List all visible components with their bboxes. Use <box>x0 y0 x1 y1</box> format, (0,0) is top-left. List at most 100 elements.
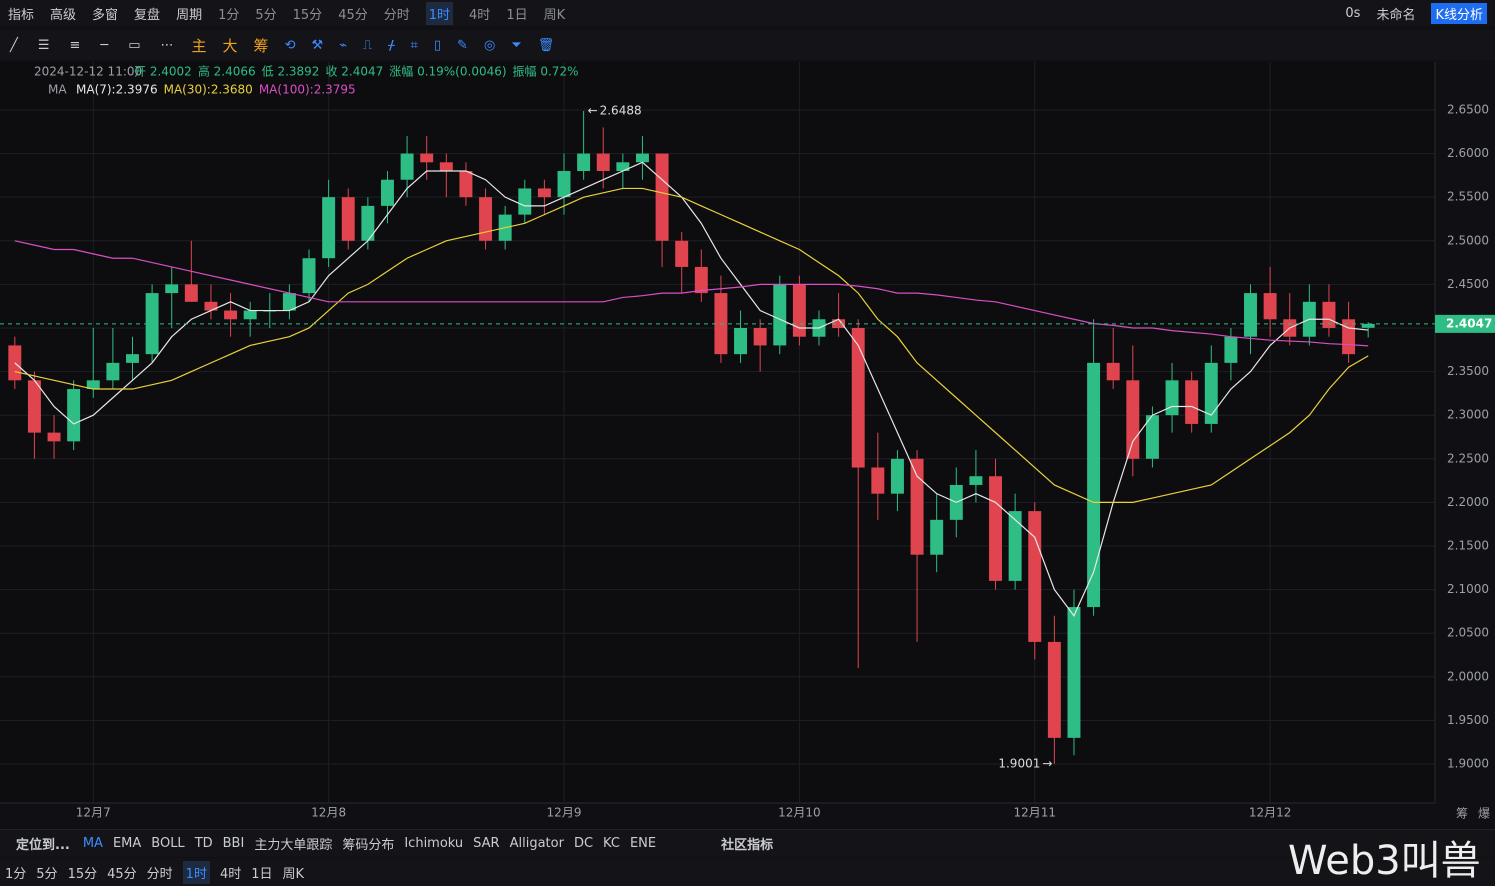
community-indicators[interactable]: 社区指标 <box>721 838 774 853</box>
y-tick-label: 2.5000 <box>1447 233 1489 247</box>
candle-body <box>537 188 551 198</box>
y-tick-label: 2.3000 <box>1447 408 1489 422</box>
tool-icon[interactable]: ▭ <box>128 37 141 53</box>
locate[interactable]: 定位到... <box>16 838 70 853</box>
interval[interactable]: 45分 <box>338 7 368 23</box>
candle-body <box>1165 380 1179 416</box>
candle-body <box>871 467 885 494</box>
tool-icon[interactable]: ⌗ <box>410 37 418 53</box>
indicator[interactable]: BBI <box>222 836 245 851</box>
x-tick-label: 12月9 <box>547 806 582 820</box>
interval[interactable]: 1时 <box>182 860 210 884</box>
top-right-item[interactable]: 0s <box>1345 5 1361 21</box>
tool-icon[interactable]: ─ <box>100 37 109 53</box>
indicator[interactable]: KC <box>603 836 620 851</box>
indicator[interactable]: ENE <box>629 836 657 851</box>
candle-body <box>67 389 81 442</box>
draw-tool[interactable]: 大 <box>222 36 238 55</box>
x-tick-label: 12月10 <box>778 806 821 820</box>
interval[interactable]: 分时 <box>146 866 173 882</box>
candle-body <box>989 476 1002 581</box>
candle-body <box>1008 511 1022 581</box>
tool-icon[interactable]: ╱ <box>10 37 18 53</box>
y-tick-label: 2.2000 <box>1447 495 1489 509</box>
menu-item[interactable]: 多窗 <box>92 7 119 23</box>
interval[interactable]: 1分 <box>218 7 240 23</box>
candle-body <box>1342 319 1356 355</box>
interval[interactable]: 周K <box>543 7 566 23</box>
corner: 筹 <box>1456 807 1468 821</box>
x-tick-label: 12月11 <box>1013 806 1056 820</box>
interval[interactable]: 1时 <box>425 1 454 25</box>
indicator[interactable]: SAR <box>473 836 500 851</box>
tool-icon[interactable]: ▯ <box>433 37 442 53</box>
candle-body <box>282 293 296 311</box>
info-item: 低 2.3892 <box>262 65 320 79</box>
menu-item[interactable]: 周期 <box>176 7 203 23</box>
tool-bar: ╱ ☰ ≡ ─ ▭ ⋯ 主大筹 ⟲ ⚒ ⌁ ⎍ ᚋ ⌗ ▯ ✎ ◎ ⏷ 🗑 <box>0 30 1495 60</box>
watermark: Web3叫兽 <box>1288 838 1481 884</box>
interval[interactable]: 1日 <box>506 7 528 23</box>
tool-icon[interactable]: ⌁ <box>339 37 347 53</box>
candle-body <box>1204 362 1218 424</box>
candle-body <box>616 162 630 172</box>
interval[interactable]: 1日 <box>251 866 273 882</box>
y-tick-label: 2.1500 <box>1447 539 1489 553</box>
indicator[interactable]: Alligator <box>509 836 564 851</box>
tool-icon[interactable]: 🗑 <box>537 37 555 53</box>
draw-tool[interactable]: 筹 <box>253 36 269 55</box>
high-label: 2.6488 <box>600 104 642 118</box>
candle-body <box>832 319 846 328</box>
menu-item[interactable]: 指标 <box>8 7 35 23</box>
interval[interactable]: 分时 <box>383 7 410 23</box>
tool-icon[interactable]: ⏷ <box>511 37 522 53</box>
interval[interactable]: 5分 <box>255 7 277 23</box>
indicator[interactable]: Ichimoku <box>404 836 464 851</box>
tool-icon[interactable]: ≡ <box>69 37 81 53</box>
tool-icon[interactable]: ⎍ <box>362 37 373 53</box>
interval[interactable]: 5分 <box>36 866 58 882</box>
candle-body <box>930 519 944 555</box>
top-bar: 指标 高级 多窗 复盘 周期 1分 5分 15分 45分 分时 1时 4时 1日 周K 0s 未命名 K线分析 <box>0 0 1495 26</box>
interval[interactable]: 4时 <box>469 7 491 23</box>
indicator[interactable]: DC <box>573 836 594 851</box>
tool-icon[interactable]: ⟲ <box>284 37 296 53</box>
indicator[interactable]: TD <box>194 836 213 851</box>
top-right-item[interactable]: K线分析 <box>1431 2 1487 24</box>
candle-body <box>381 179 394 206</box>
top-right-item[interactable]: 未命名 <box>1376 7 1416 23</box>
interval[interactable]: 45分 <box>107 866 137 882</box>
menu-item[interactable]: 高级 <box>50 7 77 23</box>
indicator[interactable]: 主力大单跟踪 <box>254 838 333 853</box>
y-tick-label: 2.0500 <box>1447 626 1489 640</box>
interval[interactable]: 4时 <box>219 866 242 882</box>
interval[interactable]: 15分 <box>292 7 323 23</box>
tool-icon[interactable]: ◎ <box>483 37 496 53</box>
candle-body <box>361 205 375 241</box>
tool-icon[interactable]: ᚋ <box>388 37 395 53</box>
indicator[interactable]: EMA <box>112 836 142 851</box>
indicator[interactable]: 筹码分布 <box>342 838 395 853</box>
candle-body <box>106 362 120 381</box>
indicator[interactable]: MA <box>82 836 103 851</box>
interval[interactable]: 1分 <box>5 866 27 882</box>
interval[interactable]: 周K <box>282 866 305 882</box>
last-price-label: 2.4047 <box>1446 316 1492 330</box>
candle-body <box>322 197 336 259</box>
interval[interactable]: 15分 <box>67 866 98 882</box>
candle-body <box>1126 380 1140 459</box>
indicator[interactable]: BOLL <box>151 836 185 851</box>
candle-body <box>1087 362 1101 608</box>
tool-icon[interactable]: ✎ <box>457 37 468 53</box>
menu-item[interactable]: 复盘 <box>134 7 161 23</box>
draw-tool[interactable]: 主 <box>191 36 207 55</box>
info-item: 涨幅 0.19%(0.0046) <box>389 64 506 79</box>
info-item: 振幅 0.72% <box>513 64 579 79</box>
chart: 1.9000 1.9500 2.0000 2.0500 2.1000 2.1500 2.20… <box>0 62 1495 821</box>
tool-icon[interactable]: ⋯ <box>160 37 174 53</box>
tool-icon[interactable]: ⚒ <box>311 37 324 53</box>
y-tick-label: 1.9000 <box>1447 757 1489 771</box>
candle-body <box>1145 415 1159 459</box>
tool-icon[interactable]: ☰ <box>37 37 50 53</box>
